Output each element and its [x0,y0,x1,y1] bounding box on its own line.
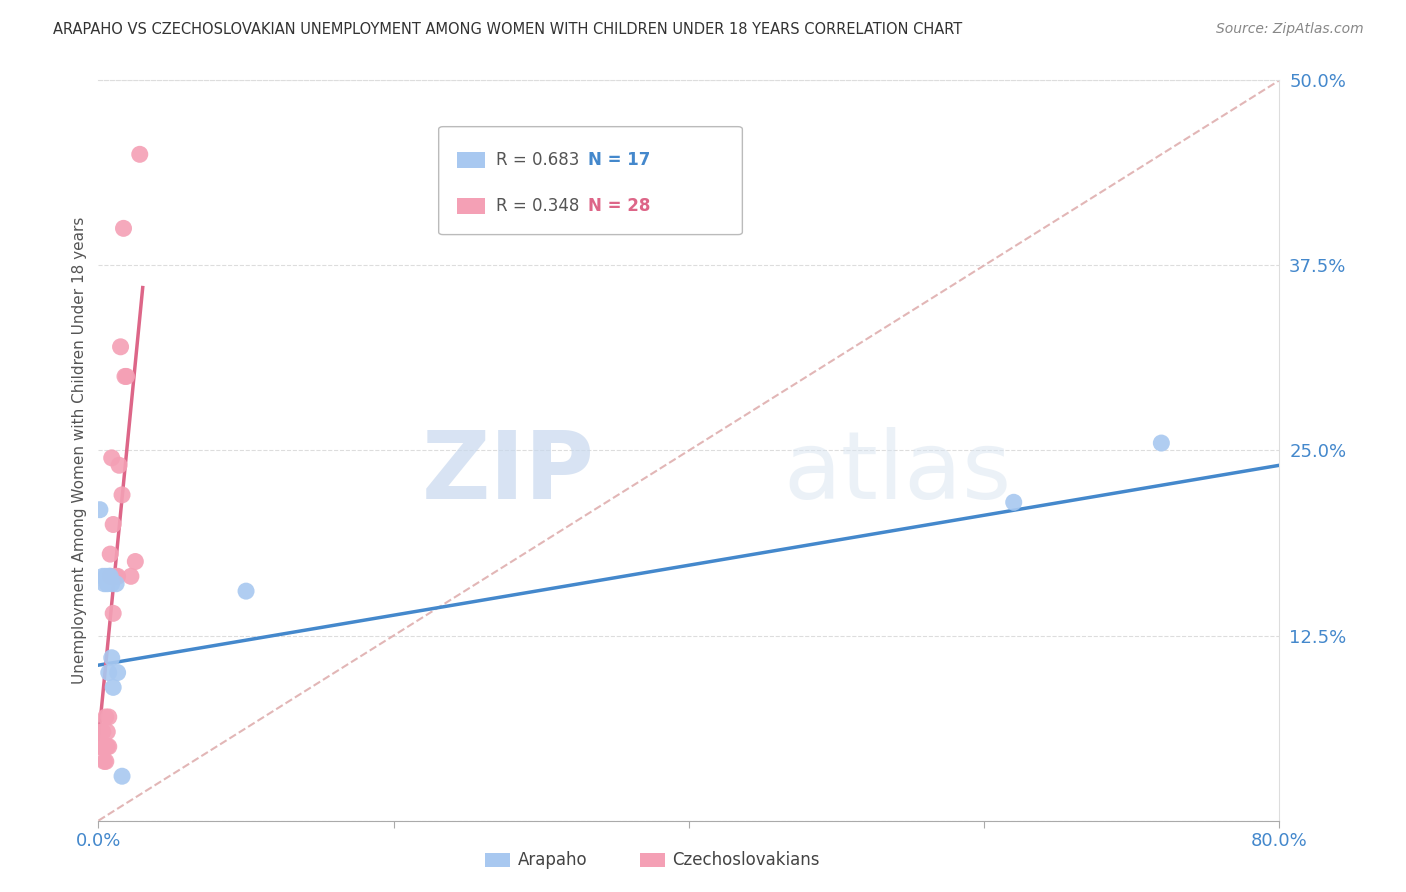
Point [96,724,118,739]
Point [96,739,118,754]
Point [93,739,115,754]
Point [97,569,120,583]
Point [96,576,118,591]
Point [91,569,114,583]
Point [108,458,131,473]
Point [100,450,122,465]
Text: ARAPAHO VS CZECHOSLOVAKIAN UNEMPLOYMENT AMONG WOMEN WITH CHILDREN UNDER 18 YEARS: ARAPAHO VS CZECHOSLOVAKIAN UNEMPLOYMENT … [53,22,963,37]
Point [103,517,125,532]
Point [97,710,120,724]
Point [235,584,257,599]
Text: Czechoslovakians: Czechoslovakians [672,851,820,869]
Point [97,739,120,754]
Point [1150,436,1173,450]
Point [124,555,146,569]
Text: ZIP: ZIP [422,426,595,518]
Point [94,755,117,769]
Point [111,488,134,502]
Text: Source: ZipAtlas.com: Source: ZipAtlas.com [1216,22,1364,37]
Point [98,569,121,583]
Point [93,755,115,769]
Point [98,569,121,583]
Point [93,576,115,591]
Point [97,665,120,680]
Point [112,221,135,235]
Point [94,569,117,583]
Point [105,576,128,591]
Point [103,607,125,621]
Point [98,547,121,561]
Text: Arapaho: Arapaho [517,851,588,869]
Point [114,369,136,384]
Point [105,569,128,583]
Text: N = 17: N = 17 [588,151,650,169]
Point [100,576,122,591]
Point [111,769,134,783]
Point [128,147,150,161]
Text: N = 28: N = 28 [588,197,650,215]
Point [107,569,129,583]
Point [120,569,142,583]
Point [89,502,111,516]
Point [94,710,117,724]
Point [103,681,125,695]
Point [100,650,122,665]
Point [1002,495,1025,509]
Point [90,724,112,739]
Point [89,739,111,754]
Y-axis label: Unemployment Among Women with Children Under 18 years: Unemployment Among Women with Children U… [72,217,87,684]
Text: R = 0.683: R = 0.683 [496,151,596,169]
Point [90,739,112,754]
Point [110,340,132,354]
Point [115,369,138,384]
Point [107,665,129,680]
Text: atlas: atlas [783,426,1012,518]
Point [91,724,114,739]
Text: R = 0.348: R = 0.348 [496,197,596,215]
